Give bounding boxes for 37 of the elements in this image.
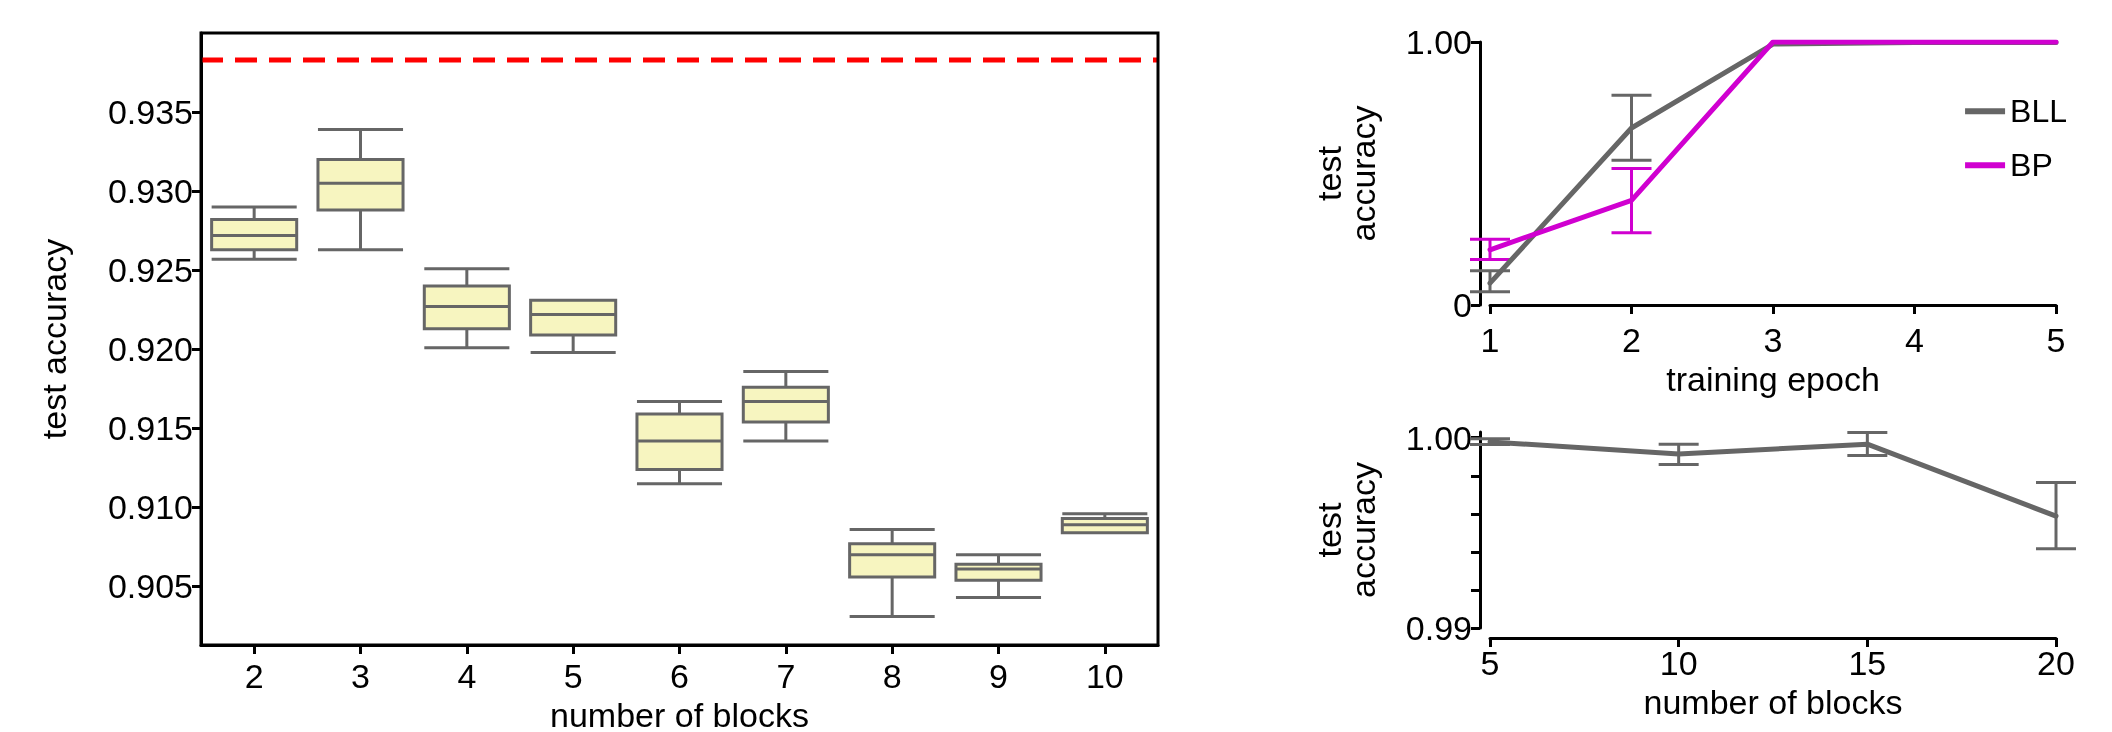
x-tick-label: 5 xyxy=(563,657,583,695)
x-axis-title: number of blocks xyxy=(550,695,809,732)
y-tick-label: 0.910 xyxy=(107,488,193,527)
y-tick-label: 0.920 xyxy=(107,330,193,369)
x-tick-label: 2 xyxy=(244,657,264,695)
y-tick-label: 1.00 xyxy=(1405,418,1472,457)
x-tick-label: 2 xyxy=(1622,321,1641,359)
y-axis-title: test accuracy xyxy=(35,238,73,440)
x-tick-label: 6 xyxy=(670,657,689,695)
x-tick-label: 10 xyxy=(1659,644,1698,682)
y-tick-label: 0.930 xyxy=(107,172,193,211)
x-tick-label: 15 xyxy=(1848,644,1887,682)
y-tick-label: 1.00 xyxy=(1405,23,1472,61)
y-axis-title: test accuracy xyxy=(1310,105,1382,242)
legend-label: BLL xyxy=(2010,93,2067,130)
x-tick-label: 20 xyxy=(2037,644,2075,682)
y-tick-label: 0.925 xyxy=(107,251,193,290)
x-tick-label: 5 xyxy=(1480,644,1500,682)
x-tick-label: 10 xyxy=(1085,657,1124,695)
x-tick-label: 9 xyxy=(989,657,1008,695)
x-tick-label: 4 xyxy=(1905,321,1924,359)
x-tick-label: 1 xyxy=(1480,321,1500,359)
y-tick-label: 0.99 xyxy=(1405,609,1472,647)
y-tick-label: 0.905 xyxy=(107,567,193,606)
x-tick-label: 4 xyxy=(457,657,477,695)
x-tick-label: 8 xyxy=(882,657,902,695)
x-axis-title: training epoch xyxy=(1666,359,1880,398)
y-tick-label: 0.935 xyxy=(107,93,193,132)
y-axis-title: test accuracy xyxy=(1310,461,1382,599)
x-tick-label: 5 xyxy=(2046,321,2066,359)
x-tick-label: 3 xyxy=(351,657,370,695)
y-tick-label: 0 xyxy=(1453,286,1472,324)
y-tick-label: 0.915 xyxy=(107,409,193,448)
legend-label: BP xyxy=(2010,147,2053,184)
x-axis-title: number of blocks xyxy=(1643,682,1903,721)
x-tick-label: 3 xyxy=(1763,321,1783,359)
x-tick-label: 7 xyxy=(776,657,796,695)
